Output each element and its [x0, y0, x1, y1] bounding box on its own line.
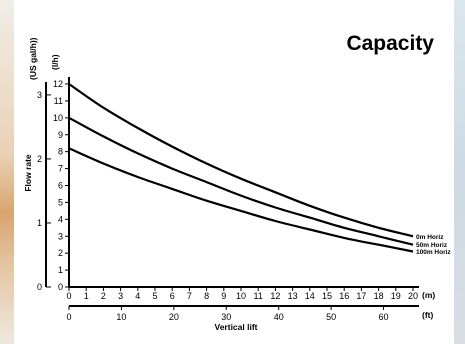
x-axis-title: Vertical lift — [215, 322, 258, 332]
y-unit-secondary: (US gal/h)) — [28, 37, 38, 80]
x-tick-label: 12 — [270, 291, 280, 301]
x-tick-label: 18 — [374, 291, 384, 301]
y-tick-label: 5 — [58, 197, 63, 207]
x-tick-label: 5 — [152, 291, 157, 301]
x-secondary-tick-label: 40 — [274, 312, 284, 322]
series-line-2 — [68, 116, 414, 246]
y-tick-label: 4 — [58, 214, 63, 224]
x-tick-label: 9 — [221, 291, 226, 301]
y-secondary-tick-label: 3 — [37, 90, 42, 100]
series-line-3 — [68, 147, 414, 253]
y-tick-label: 0 — [58, 282, 63, 292]
x-secondary-tick-label: 20 — [169, 312, 179, 322]
y-secondary-tick-label: 0 — [37, 282, 42, 292]
x-tick-label: 6 — [170, 291, 175, 301]
y-tick-label: 3 — [58, 231, 63, 241]
x-tick-label: 13 — [288, 291, 298, 301]
x-tick-label: 11 — [254, 291, 263, 301]
x-tick-label: 8 — [204, 291, 209, 301]
x-tick-label: 1 — [84, 291, 89, 301]
x-tick-label: 14 — [305, 291, 315, 301]
x-tick-label: 20 — [408, 291, 418, 301]
x-secondary-tick-label: 0 — [66, 312, 71, 322]
chart-title: Capacity — [346, 32, 434, 55]
y-tick-label: 7 — [58, 164, 63, 174]
x-tick-label: 16 — [339, 291, 349, 301]
y-tick-label: 6 — [58, 181, 63, 191]
y-axis-title: Flow rate — [23, 154, 33, 192]
x-tick-label: 15 — [322, 291, 332, 301]
y-unit-primary: (l/h) — [50, 54, 60, 70]
x-secondary-tick-label: 30 — [221, 312, 231, 322]
y-secondary-tick-label: 1 — [37, 218, 42, 228]
series-lines — [68, 83, 414, 253]
x-secondary-tick-label: 60 — [379, 312, 389, 322]
y-tick-label: 10 — [53, 113, 63, 123]
y-tick-label: 2 — [58, 248, 63, 258]
y-tick-label: 8 — [58, 147, 63, 157]
x-unit-secondary: (ft) — [422, 310, 433, 320]
series-label-3: 100m Horiz — [416, 249, 451, 256]
x-secondary-tick-label: 10 — [116, 312, 126, 322]
y-tick-label: 9 — [58, 130, 63, 140]
x-tick-label: 2 — [101, 291, 106, 301]
x-tick-label: 0 — [66, 291, 71, 301]
x-tick-label: 3 — [118, 291, 123, 301]
x-tick-label: 4 — [135, 291, 140, 301]
series-label-2: 50m Horiz — [416, 242, 448, 249]
x-tick-label: 17 — [356, 291, 366, 301]
y-secondary-tick-label: 2 — [37, 154, 42, 164]
y-tick-label: 11 — [54, 96, 63, 106]
x-unit-primary: (m) — [422, 290, 435, 300]
series-label-1: 0m Horiz — [416, 234, 444, 241]
y-tick-label: 12 — [53, 79, 63, 89]
x-tick-label: 10 — [236, 291, 246, 301]
series-line-1 — [68, 83, 414, 238]
x-tick-label: 19 — [391, 291, 401, 301]
x-tick-label: 7 — [187, 291, 192, 301]
x-secondary-tick-label: 50 — [326, 312, 336, 322]
y-tick-label: 1 — [58, 265, 63, 275]
